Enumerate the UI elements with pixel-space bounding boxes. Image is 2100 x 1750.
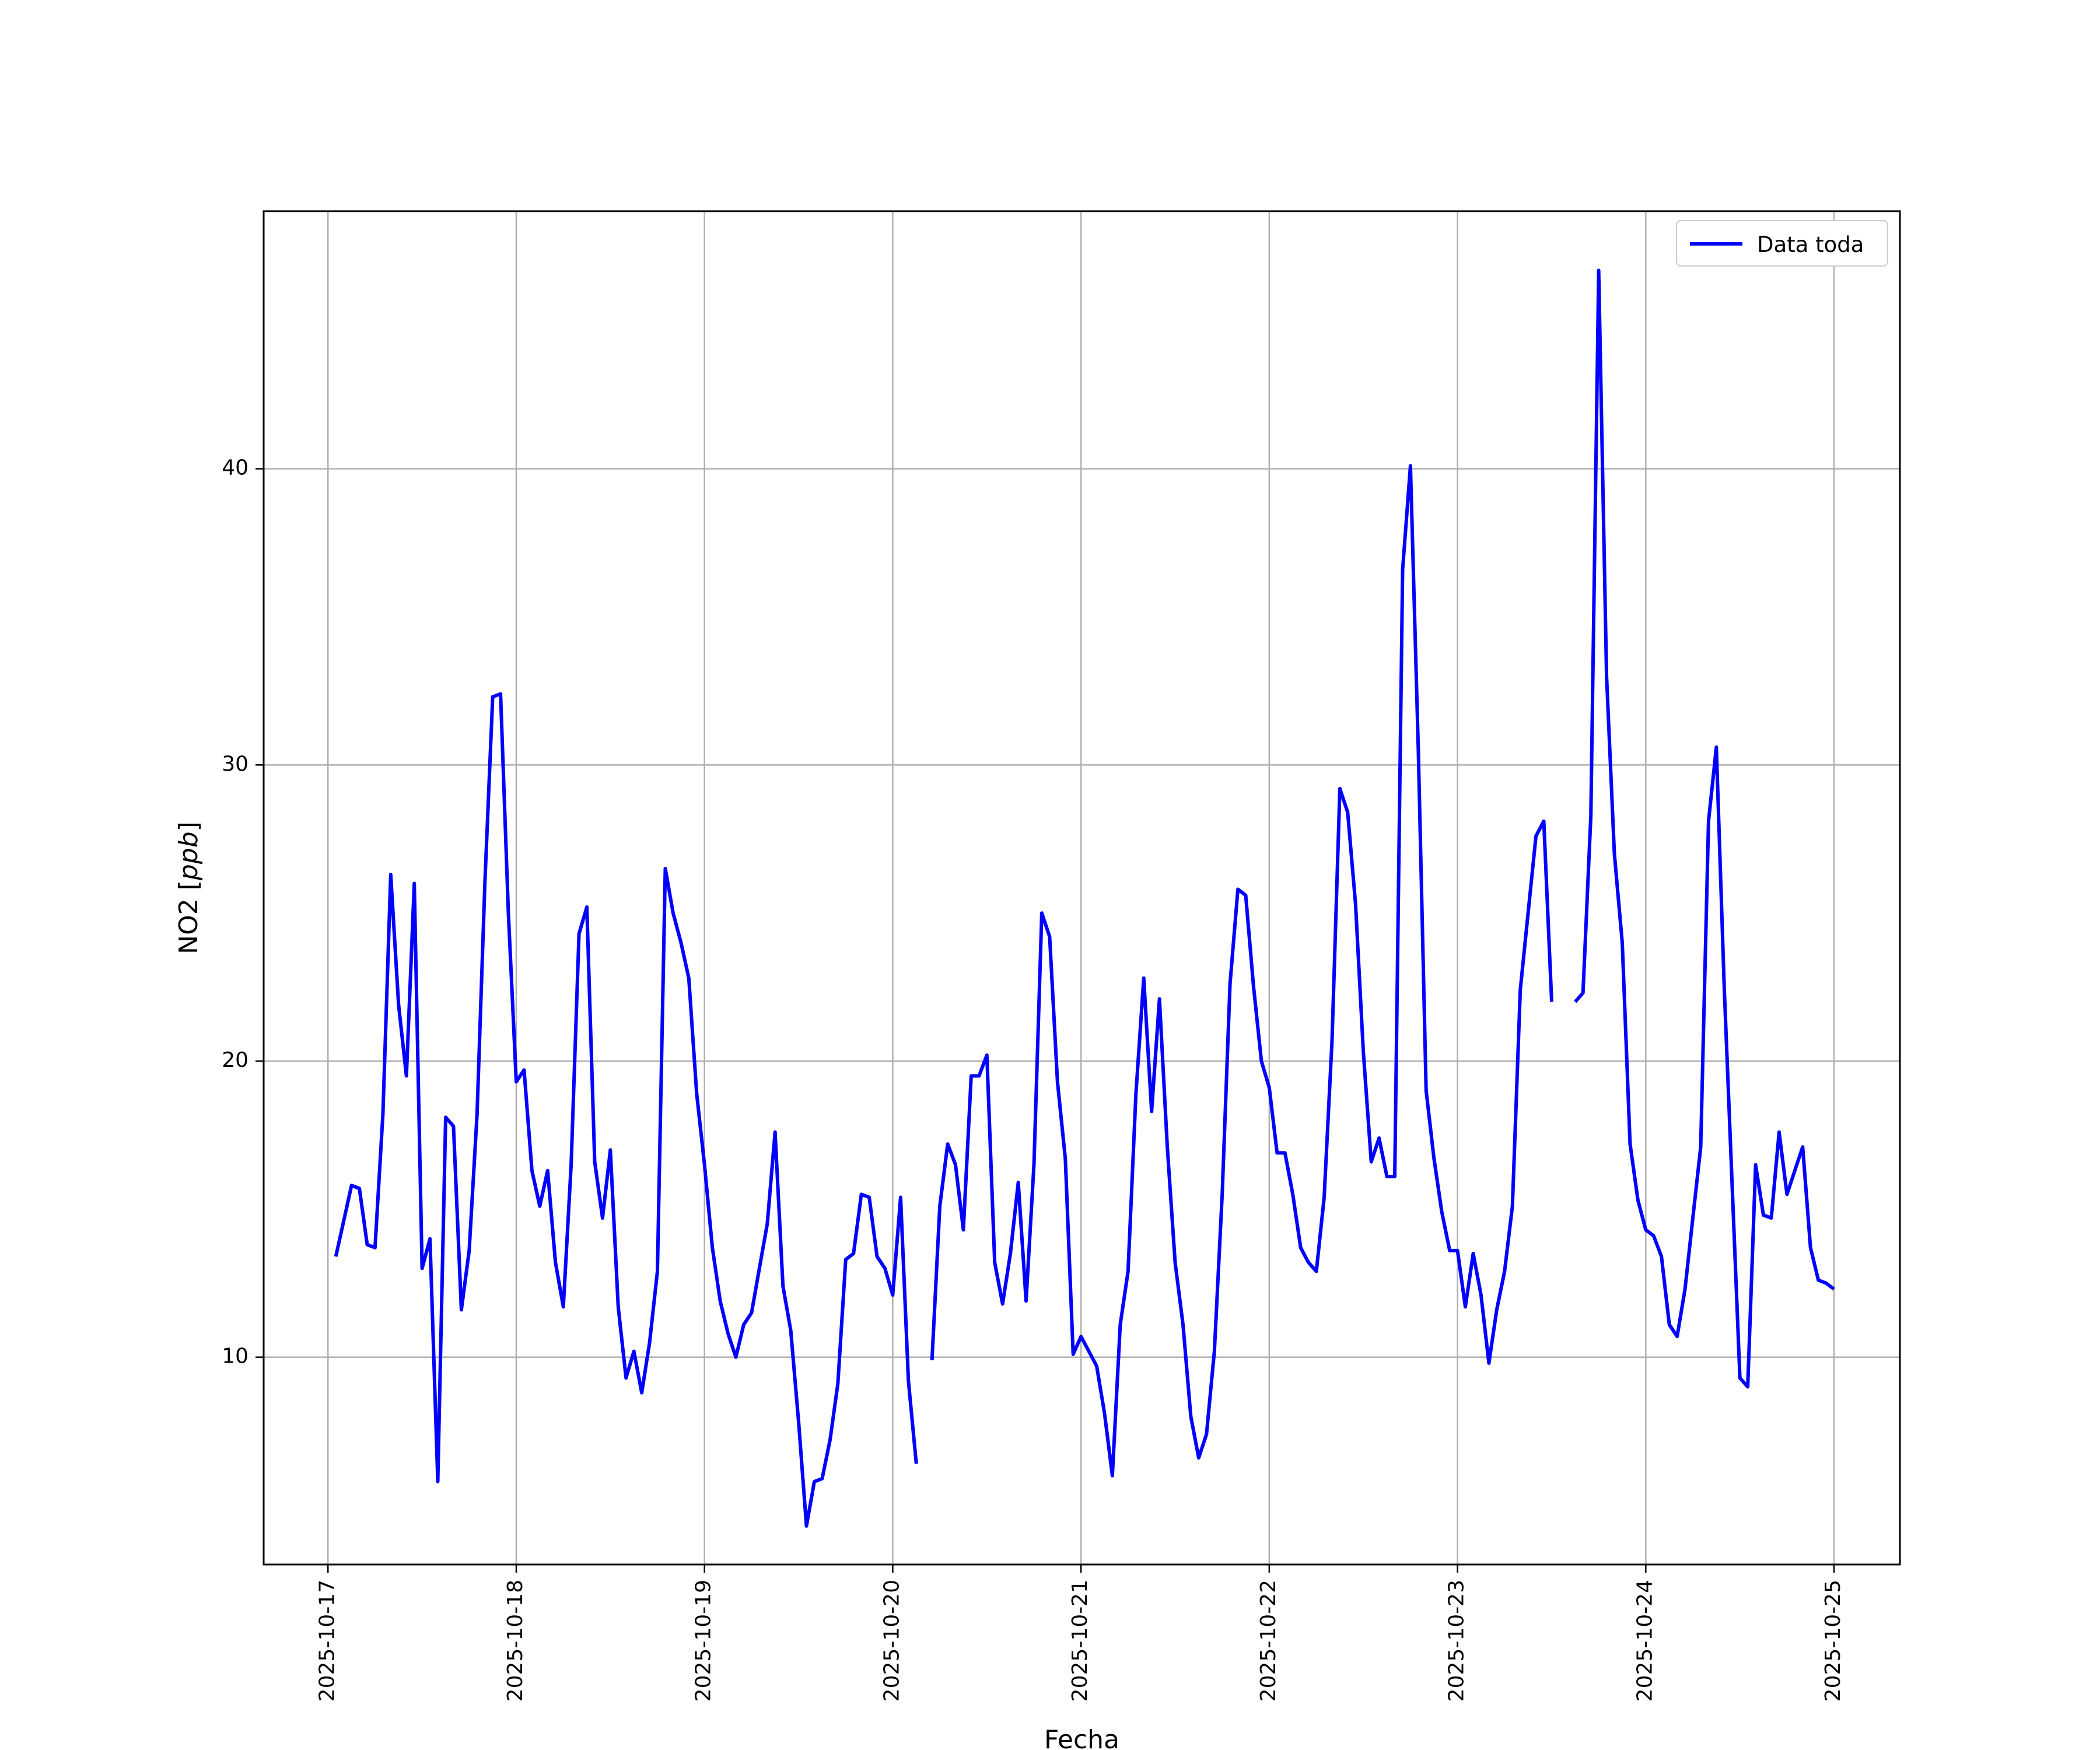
x-tick-label: 2025-10-22 [1256,1580,1280,1702]
y-tick-label: 30 [222,752,249,776]
y-axis-label-text: NO2 [ [174,880,204,954]
legend: Data toda [1676,220,1888,267]
x-tick-label: 2025-10-24 [1633,1580,1657,1702]
x-tick-label: 2025-10-20 [880,1580,904,1702]
series-line-segment [1574,268,1835,1389]
ticks-group: 2025-10-17 2025-10-18 2025-10-19 2025-10-20… [222,456,1845,1702]
legend-box [1676,220,1888,267]
x-tick-label: 2025-10-23 [1445,1580,1469,1702]
x-tick-label: 2025-10-18 [503,1580,527,1702]
y-axis-label-unit: ppb [174,831,204,881]
y-tick-label: 10 [222,1345,249,1368]
x-tick-label: 2025-10-25 [1821,1580,1845,1702]
plot-frame [262,210,1901,1566]
series-line-segment [334,692,918,1528]
series-group [334,268,1835,1528]
x-tick-label: 2025-10-17 [315,1580,339,1702]
x-tick-label: 2025-10-19 [692,1580,716,1702]
y-tick-label: 20 [222,1048,249,1072]
series-line-segment [930,464,1553,1478]
y-axis-label-close: ] [174,821,204,831]
legend-label: Data toda [1757,232,1864,257]
x-axis-label: Fecha [1044,1725,1119,1750]
y-tick-label: 40 [222,456,249,480]
y-axis-label: NO2 [ppb] [174,821,204,954]
x-tick-label: 2025-10-21 [1068,1580,1092,1702]
